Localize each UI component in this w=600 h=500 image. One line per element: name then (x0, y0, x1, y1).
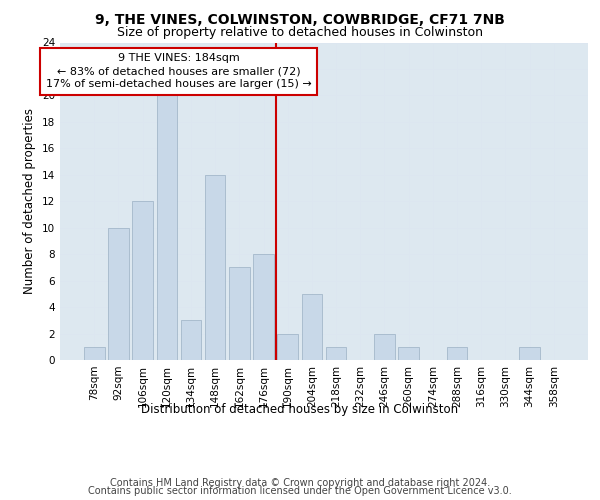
Bar (253, 254, 274, 360)
Y-axis label: Number of detached properties: Number of detached properties (23, 108, 37, 294)
Bar (157, 96, 177, 360)
Bar (133, 201, 153, 360)
Text: Contains HM Land Registry data © Crown copyright and database right 2024.: Contains HM Land Registry data © Crown c… (110, 478, 490, 488)
Bar (181, 320, 201, 360)
Text: 9, THE VINES, COLWINSTON, COWBRIDGE, CF71 7NB: 9, THE VINES, COLWINSTON, COWBRIDGE, CF7… (95, 12, 505, 26)
Bar (326, 347, 346, 360)
Bar (374, 334, 395, 360)
Bar (519, 347, 540, 360)
Bar (398, 347, 419, 360)
Bar (84, 347, 104, 360)
Bar (229, 268, 250, 360)
Bar (302, 294, 322, 360)
Text: 9 THE VINES: 184sqm
← 83% of detached houses are smaller (72)
17% of semi-detach: 9 THE VINES: 184sqm ← 83% of detached ho… (46, 53, 312, 90)
Bar (108, 228, 129, 360)
Bar (447, 347, 467, 360)
Bar (277, 334, 298, 360)
Text: Size of property relative to detached houses in Colwinston: Size of property relative to detached ho… (117, 26, 483, 39)
Bar (205, 175, 226, 360)
Text: Distribution of detached houses by size in Colwinston: Distribution of detached houses by size … (142, 402, 458, 415)
Text: Contains public sector information licensed under the Open Government Licence v3: Contains public sector information licen… (88, 486, 512, 496)
